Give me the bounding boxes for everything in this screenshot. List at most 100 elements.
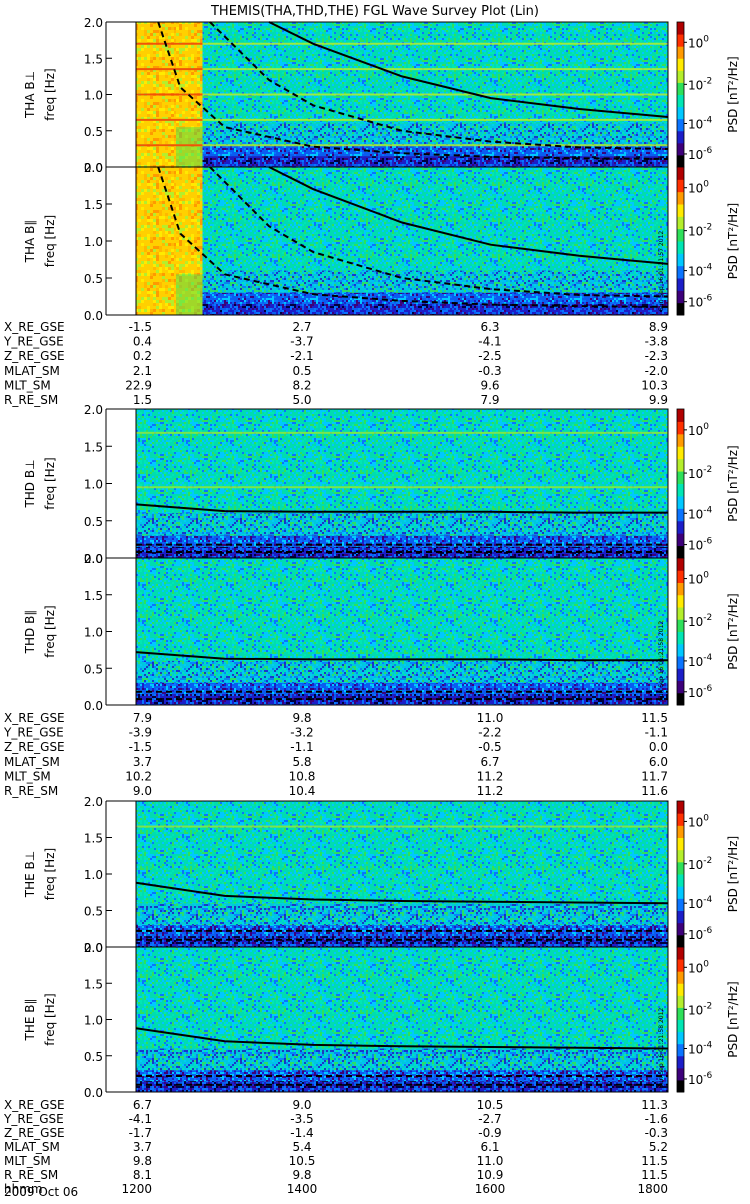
ephemeris-value: 8.9	[649, 320, 668, 334]
colorbar-frame	[676, 166, 685, 316]
colorbar-swatch	[677, 922, 684, 936]
ephemeris-label: MLAT_SM	[4, 364, 60, 378]
ephemeris-value: 10.4	[289, 784, 316, 798]
colorbar-swatch	[677, 619, 684, 632]
spectrogram-band	[136, 156, 668, 167]
y-tick-label: 2.0	[84, 552, 103, 566]
ephemeris-value: 8.2	[292, 378, 311, 392]
colorbar-swatch	[677, 533, 684, 547]
colorbar-tick-label: 100	[688, 571, 709, 587]
colorbar-swatch	[677, 692, 684, 706]
colorbar: 100 10-2 10-4 10-6 PSD [nT²/Hz]	[676, 946, 740, 1093]
ephemeris-value: -2.5	[478, 349, 501, 363]
panel-frame	[135, 166, 669, 316]
ephemeris-value: 5.2	[649, 1140, 668, 1154]
ephemeris-value: 9.6	[480, 378, 499, 392]
ephemeris-value: 0.2	[133, 349, 152, 363]
ephemeris-value: 9.9	[649, 393, 668, 407]
ephemeris-value: -0.3	[645, 1126, 668, 1140]
ephemeris-value: 6.0	[649, 755, 668, 769]
panel-frame	[135, 557, 669, 706]
panel-unit-label: freq [Hz]	[43, 457, 57, 509]
panel-ylabel: THD B⊥	[23, 459, 37, 508]
colorbar-swatch	[677, 290, 684, 304]
harmonic-line	[136, 118, 203, 121]
colorbar-tick-label: 10-2	[688, 613, 712, 629]
colorbar-swatch	[677, 570, 684, 583]
ephemeris-value: 2.7	[292, 320, 311, 334]
ephemeris-value: -2.7	[478, 1112, 501, 1126]
colorbar-tick-label: 10-6	[688, 294, 713, 310]
ephemeris-value: -1.4	[290, 1126, 313, 1140]
colorbar-tick-label: 10-6	[688, 684, 713, 700]
spectrogram-panel: 0.0 0.5 1.0 1.5 2.0 THD B∥ freq [Hz]	[23, 552, 669, 713]
colorbar-tick-label: 10-6	[688, 1071, 713, 1087]
colorbar-swatch	[677, 1019, 684, 1033]
y-tick-label: 1.0	[84, 478, 103, 492]
ephemeris-value: 1400	[287, 1182, 318, 1196]
colorbar-swatch	[677, 508, 684, 522]
ephemeris-label: MLAT_SM	[4, 755, 60, 769]
colorbar-swatch	[677, 983, 684, 996]
ephemeris-value: 2.1	[133, 364, 152, 378]
panel-ylabel: THA B∥	[23, 220, 37, 264]
ephemeris-value: 7.9	[480, 393, 499, 407]
timestamp-stamp: Sun Sep 16 01:21:58 2012	[658, 621, 665, 701]
ephemeris-value: 9.0	[133, 784, 152, 798]
ephemeris-label: MLAT_SM	[4, 1140, 60, 1154]
y-tick-label: 1.5	[84, 440, 103, 454]
colorbar-swatch	[677, 668, 684, 681]
colorbar-swatch	[677, 191, 684, 205]
panel-ylabel: THD B∥	[23, 610, 37, 655]
ephemeris-value: 6.1	[480, 1140, 499, 1154]
ephemeris-value: 1200	[121, 1182, 152, 1196]
colorbar-swatch	[677, 825, 684, 838]
ephemeris-value: 22.9	[125, 378, 152, 392]
ephemeris-value: -0.9	[478, 1126, 501, 1140]
y-tick-label: 0.0	[84, 699, 103, 713]
y-tick-label: 1.0	[84, 1014, 103, 1028]
ephemeris-value: 6.7	[133, 1098, 152, 1112]
ephemeris-label: hhmm	[4, 1182, 43, 1196]
ephemeris-value: 1.5	[133, 393, 152, 407]
ephemeris-value: 9.0	[292, 1098, 311, 1112]
y-tick-label: 1.0	[84, 235, 103, 249]
ephemeris-value: 7.9	[133, 711, 152, 725]
colorbar: 100 10-2 10-4 10-6 PSD [nT²/Hz]	[676, 21, 740, 168]
y-tick-label: 0.5	[84, 905, 103, 919]
colorbar: 100 10-2 10-4 10-6 PSD [nT²/Hz]	[676, 408, 740, 559]
colorbar: 100 10-2 10-4 10-6 PSD [nT²/Hz]	[676, 557, 740, 706]
colorbar-swatch	[677, 971, 684, 984]
ephemeris-value: -4.1	[478, 335, 501, 349]
colorbar-label: PSD [nT²/Hz]	[726, 981, 740, 1057]
spectrogram-band	[136, 303, 668, 315]
harmonic-curve	[157, 166, 669, 308]
ephemeris-label: MLT_SM	[4, 378, 51, 392]
harmonic-line	[136, 68, 668, 71]
colorbar-tick-label: 10-2	[688, 1001, 712, 1017]
colorbar-swatch	[677, 631, 684, 645]
ephemeris-value: -1.6	[645, 1112, 668, 1126]
harmonic-line	[136, 144, 203, 147]
y-tick-label: 0.0	[84, 309, 103, 323]
colorbar-tick-label: 100	[688, 422, 709, 438]
colorbar-swatch	[677, 1043, 684, 1057]
plot-title: THEMIS(THA,THD,THE) FGL Wave Survey Plot…	[210, 4, 539, 19]
harmonic-line	[136, 42, 668, 45]
ephemeris-table: X_RE_GSE 6.7 9.0 10.5 11.3 Y_RE_GSE -4.1 -3.5 -2…	[3, 1098, 668, 1196]
ephemeris-value: 1600	[475, 1182, 506, 1196]
spectrogram-band	[136, 1081, 668, 1092]
colorbar-swatch	[677, 520, 684, 534]
harmonic-curve	[157, 21, 669, 160]
colorbar-swatch	[677, 837, 684, 851]
ephemeris-value: 1800	[637, 1182, 668, 1196]
colorbar-tick-label: 10-4	[688, 1041, 713, 1057]
ephemeris-table: X_RE_GSE 7.9 9.8 11.0 11.5 Y_RE_GSE -3.9 -3.2 -2…	[3, 711, 668, 798]
ephemeris-label: MLT_SM	[4, 1154, 51, 1168]
spectrogram-panel: 0.0 0.5 1.0 1.5 2.0 THE B⊥ freq [Hz]	[23, 795, 669, 955]
ephemeris-value: 5.8	[292, 755, 311, 769]
colorbar-frame	[676, 946, 685, 1093]
high-power-region	[176, 274, 203, 315]
ephemeris-value: -1.5	[129, 740, 152, 754]
colorbar-swatch	[677, 874, 684, 887]
